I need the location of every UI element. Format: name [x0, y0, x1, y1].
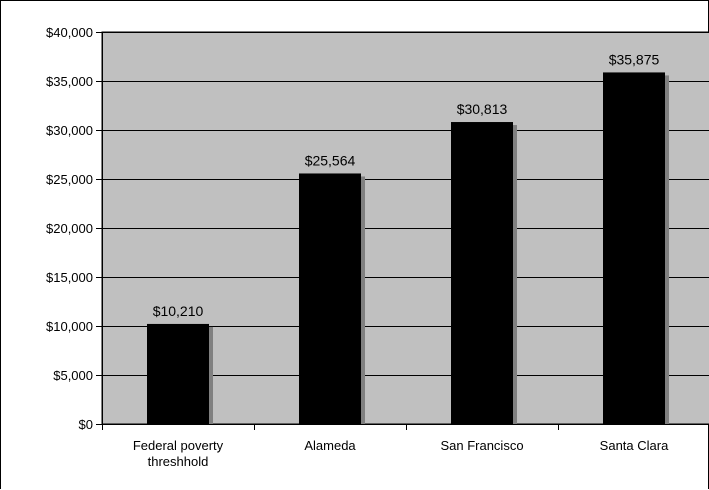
y-tick-label: $0: [79, 417, 93, 432]
bar-santa-clara: [603, 72, 665, 425]
data-label: $35,875: [609, 51, 660, 67]
bars: [147, 72, 669, 425]
y-tick-label: $20,000: [46, 221, 93, 236]
y-tick-label: $10,000: [46, 319, 93, 334]
y-tick-label: $30,000: [46, 123, 93, 138]
data-label: $25,564: [305, 152, 356, 168]
bar-san-francisco: [451, 122, 513, 425]
category-label: Alameda: [304, 438, 356, 453]
data-label: $10,210: [153, 303, 204, 319]
bar-alameda: [299, 173, 361, 424]
category-label: Federal poverty: [133, 438, 224, 453]
category-label: San Francisco: [440, 438, 523, 453]
y-tick-label: $40,000: [46, 25, 93, 40]
category-label: Santa Clara: [600, 438, 669, 453]
labels: $0 $5,000 $10,000 $15,000 $20,000 $25,000 $30,…: [46, 25, 669, 469]
y-tick-label: $5,000: [53, 368, 93, 383]
category-label: threshhold: [148, 454, 209, 469]
bar-federal-poverty-threshhold: [147, 323, 209, 424]
axes: [96, 32, 709, 430]
y-tick-label: $15,000: [46, 270, 93, 285]
y-tick-label: $25,000: [46, 172, 93, 187]
y-tick-label: $35,000: [46, 74, 93, 89]
data-label: $30,813: [457, 101, 508, 117]
